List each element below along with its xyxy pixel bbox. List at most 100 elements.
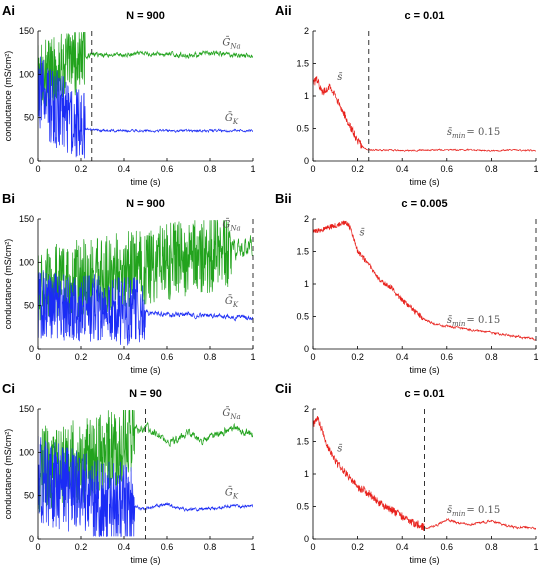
x-tick-label: 0.8 [485, 542, 498, 552]
x-tick-label: 0.4 [396, 542, 409, 552]
y-tick-label: 0 [304, 156, 309, 166]
series-annotation: s̄min= 0.15 [447, 315, 500, 328]
series-annotation: ḠK [225, 295, 239, 309]
y-tick-label: 1.5 [296, 59, 309, 69]
x-tick-label: 0.2 [75, 164, 88, 174]
panel-label: Bii [275, 191, 292, 206]
x-tick-label: 0.6 [441, 542, 454, 552]
y-tick-label: 100 [19, 447, 34, 457]
y-tick-label: 1 [304, 279, 309, 289]
x-tick-label: 0.8 [485, 352, 498, 362]
x-tick-label: 0.6 [161, 542, 174, 552]
series-line-0 [38, 219, 253, 321]
series-line-0 [38, 31, 253, 111]
x-tick-label: 1 [250, 164, 255, 174]
series-annotation: ḠNa [222, 407, 240, 421]
x-tick-label: 0.2 [75, 542, 88, 552]
y-tick-label: 100 [19, 257, 34, 267]
x-tick-label: 0.2 [351, 164, 364, 174]
x-tick-label: 0 [310, 542, 315, 552]
series-group [38, 31, 253, 159]
series-annotation: s̄min= 0.15 [447, 505, 500, 518]
x-tick-label: 0.4 [396, 352, 409, 362]
y-tick-label: 100 [19, 69, 34, 79]
x-tick-label: 0.6 [441, 164, 454, 174]
y-axis-label: conductance (mS/cm²) [3, 51, 13, 142]
panel-bi: Bi N = 900 0 0.2 0.4 0.6 0.8 1 0 50 100 150 time (s)… [2, 191, 256, 375]
series-group [313, 75, 536, 152]
series-line-1 [38, 270, 253, 346]
panel-label: Aii [275, 3, 292, 18]
chart-title: N = 90 [129, 388, 162, 400]
panel-ci: Ci N = 90 0 0.2 0.4 0.6 0.8 1 0 50 100 150 time (s) c… [2, 381, 256, 565]
panel-label: Cii [275, 381, 292, 396]
chart-title: c = 0.01 [404, 388, 444, 400]
y-axis-label: conductance (mS/cm²) [3, 239, 13, 330]
y-tick-label: 0 [29, 534, 34, 544]
y-tick-label: 0.5 [296, 502, 309, 512]
y-tick-label: 0.5 [296, 124, 309, 134]
chart-title: c = 0.01 [404, 10, 444, 22]
y-tick-label: 150 [19, 214, 34, 224]
y-tick-label: 1.5 [296, 437, 309, 447]
x-tick-label: 0.2 [351, 352, 364, 362]
x-axis-label: time (s) [410, 555, 440, 565]
x-tick-label: 1 [533, 542, 538, 552]
chart-title: N = 900 [126, 198, 165, 210]
y-tick-label: 50 [24, 491, 34, 501]
x-tick-label: 0.6 [161, 164, 174, 174]
panel-bii: Bii c = 0.005 0 0.2 0.4 0.6 0.8 1 0 0.5 1 1.5 2 time … [275, 191, 539, 375]
x-tick-label: 0 [35, 542, 40, 552]
x-tick-label: 0.2 [75, 352, 88, 362]
y-tick-label: 2 [304, 26, 309, 36]
x-tick-label: 1 [533, 352, 538, 362]
x-axis-label: time (s) [131, 555, 161, 565]
y-tick-label: 2 [304, 214, 309, 224]
x-axis-label: time (s) [131, 177, 161, 187]
y-tick-label: 50 [24, 301, 34, 311]
series-annotation: ḠNa [222, 37, 240, 51]
x-tick-label: 0 [35, 164, 40, 174]
series-annotation: ḠNa [222, 219, 240, 233]
x-tick-label: 0.4 [396, 164, 409, 174]
y-axis-label: conductance (mS/cm²) [3, 429, 13, 520]
y-tick-label: 0 [29, 344, 34, 354]
x-tick-label: 0 [35, 352, 40, 362]
series-line-0 [313, 220, 536, 341]
x-tick-label: 0.4 [118, 352, 131, 362]
x-tick-label: 0.4 [118, 164, 131, 174]
x-tick-label: 0.8 [204, 352, 217, 362]
panel-label: Ci [2, 381, 15, 396]
panel-aii: Aii c = 0.01 0 0.2 0.4 0.6 0.8 1 0 0.5 1 1.5 2 time (… [275, 3, 539, 187]
y-tick-label: 0.5 [296, 312, 309, 322]
y-tick-label: 150 [19, 404, 34, 414]
x-axis-label: time (s) [410, 177, 440, 187]
x-tick-label: 0.8 [485, 164, 498, 174]
x-axis-label: time (s) [410, 365, 440, 375]
series-line-0 [313, 75, 536, 152]
x-tick-label: 0.2 [351, 542, 364, 552]
x-tick-label: 0 [310, 164, 315, 174]
x-tick-label: 0 [310, 352, 315, 362]
x-tick-label: 1 [250, 352, 255, 362]
series-annotation: s̄ [359, 227, 365, 238]
y-tick-label: 2 [304, 404, 309, 414]
y-tick-label: 0 [29, 156, 34, 166]
x-axis-label: time (s) [131, 365, 161, 375]
x-tick-label: 1 [250, 542, 255, 552]
x-tick-label: 0.8 [204, 164, 217, 174]
series-annotation: s̄min= 0.15 [447, 127, 500, 140]
y-tick-label: 1 [304, 91, 309, 101]
x-tick-label: 0.6 [441, 352, 454, 362]
x-tick-label: 0.6 [161, 352, 174, 362]
series-annotation: ḠK [225, 487, 239, 501]
panel-label: Ai [2, 3, 15, 18]
y-tick-label: 0 [304, 534, 309, 544]
x-tick-label: 0.8 [204, 542, 217, 552]
y-tick-label: 150 [19, 26, 34, 36]
panel-cii: Cii c = 0.01 0 0.2 0.4 0.6 0.8 1 0 0.5 1 1.5 2 time (… [275, 381, 539, 565]
y-tick-label: 1.5 [296, 247, 309, 257]
series-annotation: s̄ [337, 72, 343, 83]
series-annotation: ḠK [225, 112, 239, 126]
chart-title: N = 900 [126, 10, 165, 22]
